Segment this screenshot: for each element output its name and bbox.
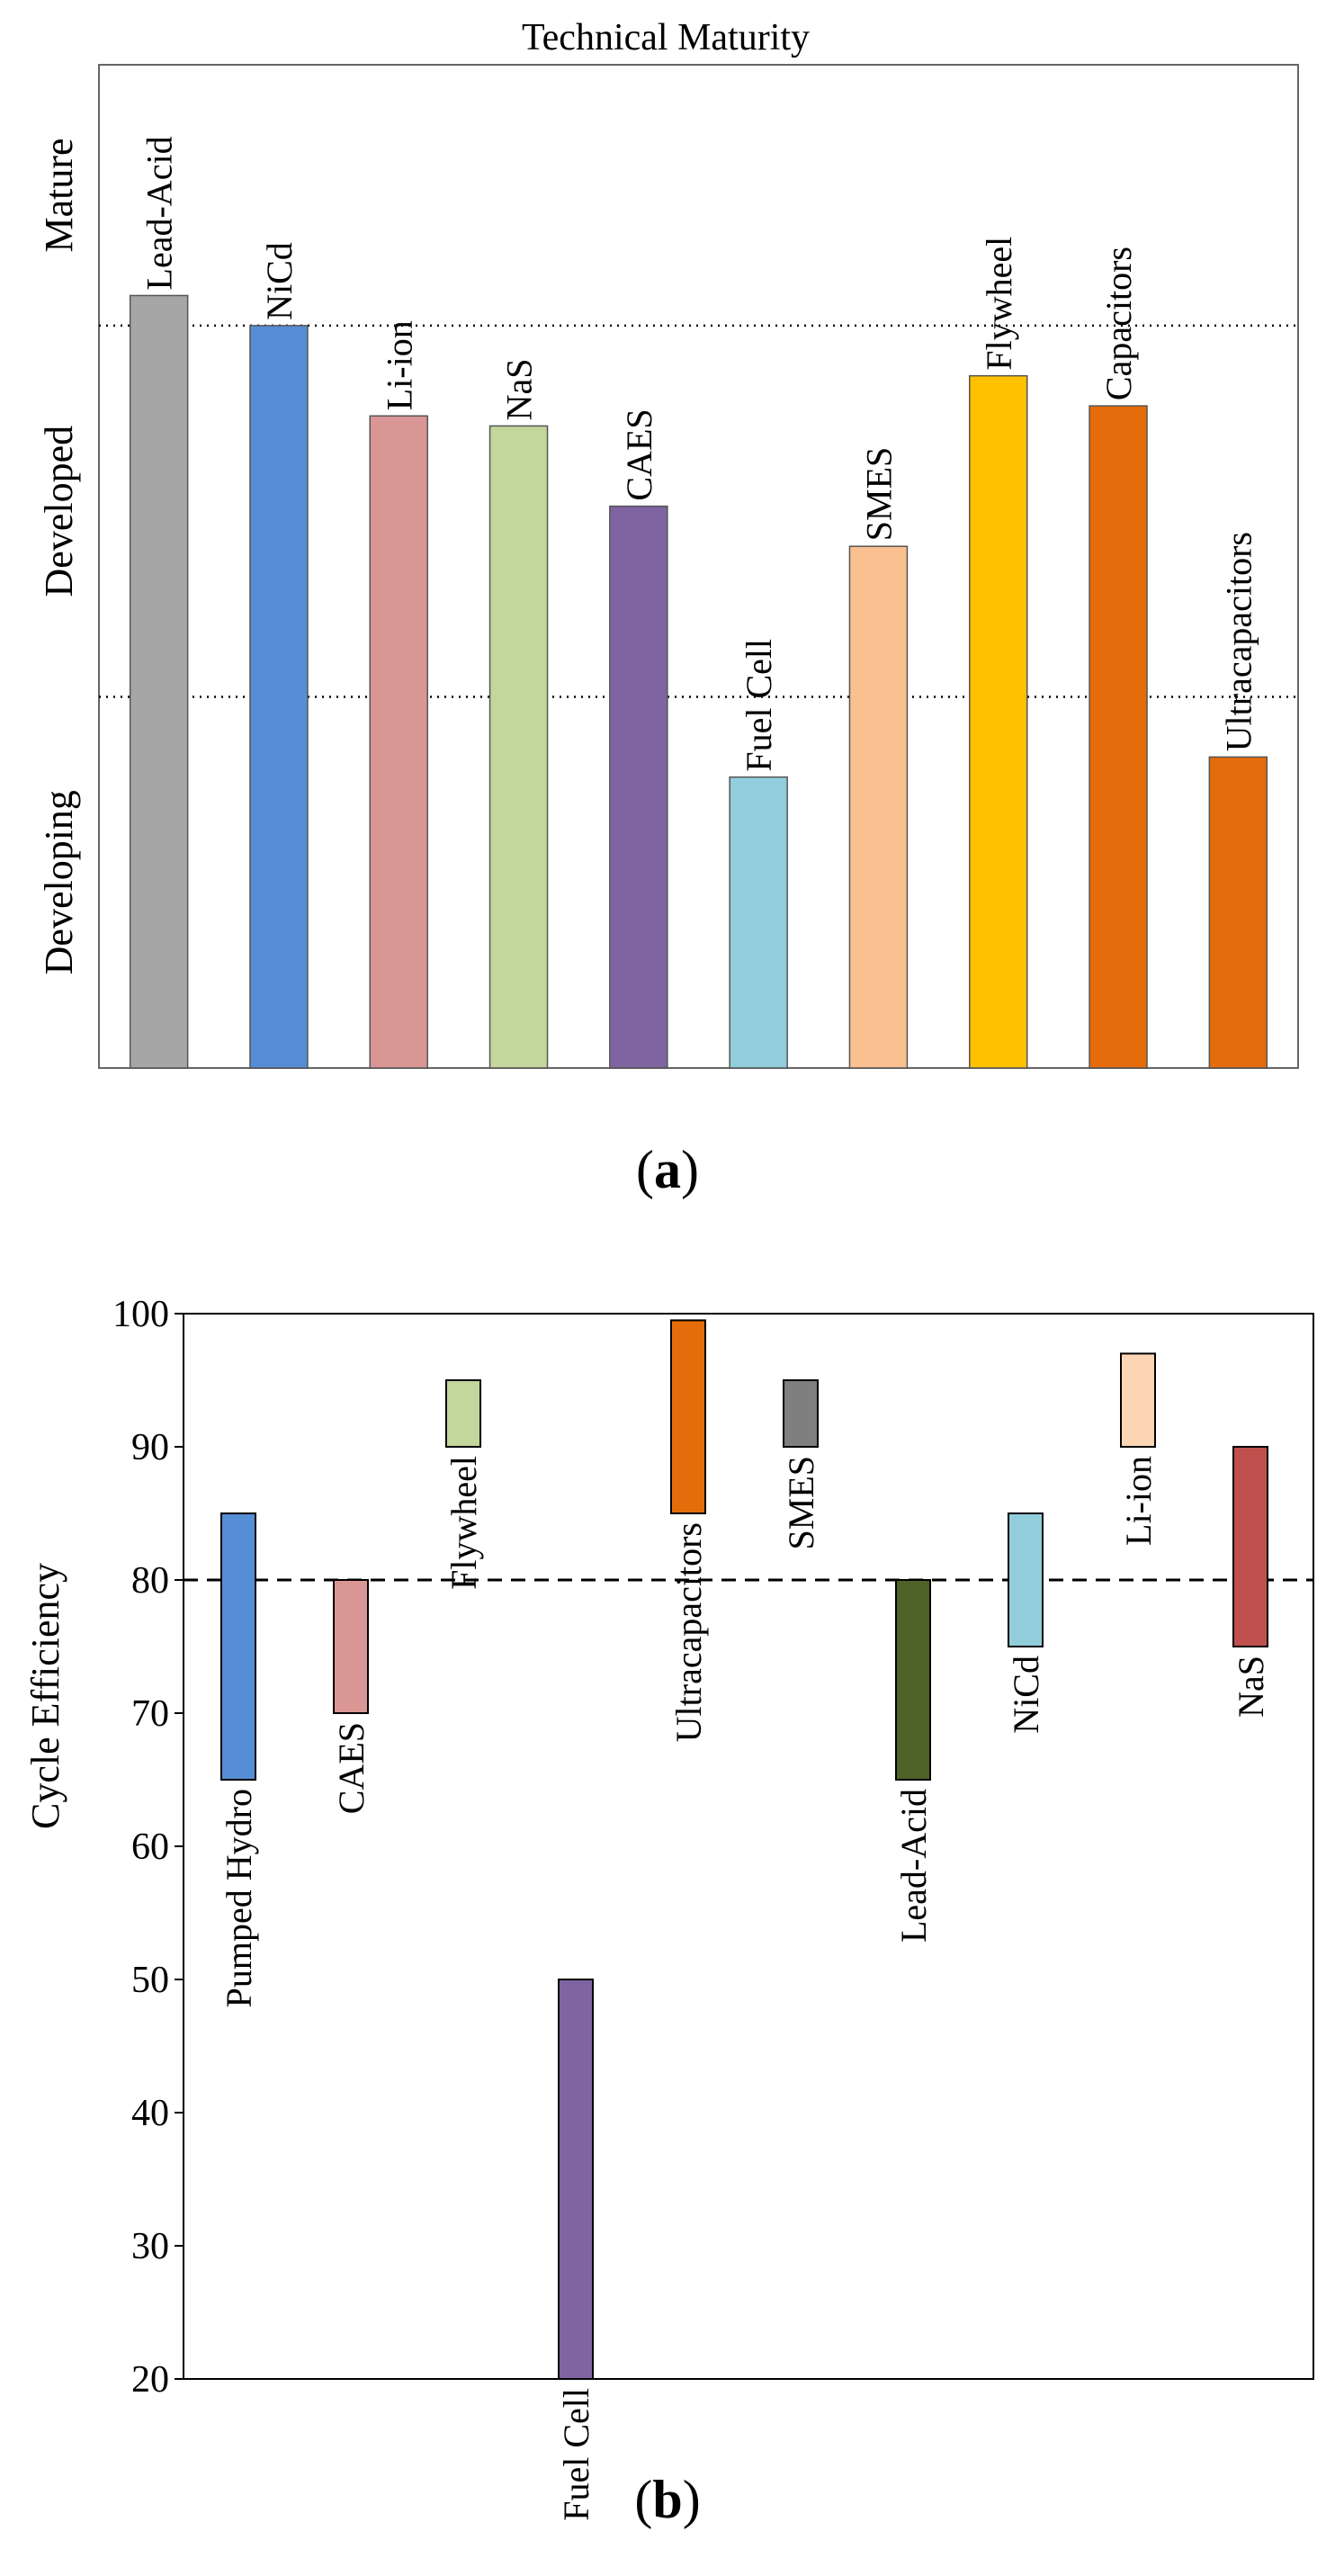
chart-title: Technical Maturity [522, 17, 810, 58]
range-bar-pumped-hydro [220, 1512, 256, 1781]
range-bar-label-fuel-cell: Fuel Cell [556, 2388, 596, 2521]
caption-b: (b) [634, 2470, 700, 2529]
caption-a: (a) [636, 1140, 699, 1199]
bar-label-capacitors: Capacitors [1098, 247, 1139, 400]
y-tick-label-30: 30 [131, 2226, 169, 2267]
range-bar-label-nicd: NiCd [1006, 1656, 1046, 1734]
y-tick-label-90: 90 [131, 1427, 169, 1468]
bar-label-caes: CAES [619, 408, 659, 500]
svg-text:(a): (a) [636, 1140, 699, 1199]
bar-nicd [249, 325, 309, 1069]
y-tick-label-40: 40 [131, 2093, 169, 2134]
bar-li-ion [369, 415, 428, 1069]
range-bar-label-pumped-hydro: Pumped Hydro [219, 1789, 259, 2007]
range-bar-label-smes: SMES [781, 1456, 821, 1550]
maturity-bar-labels: Lead-Acid NiCd Li-ion NaS CAES Fuel Cell SMES F… [139, 136, 1259, 771]
range-bar-ultracapacitors [670, 1319, 706, 1515]
range-bar-nas [1232, 1446, 1268, 1647]
y-tick-label-20: 20 [131, 2359, 169, 2401]
y-axis-label: Cycle Efficiency [23, 1563, 67, 1829]
range-bar-label-flywheel: Flywheel [444, 1456, 484, 1590]
bar-label-smes: SMES [858, 447, 899, 542]
efficiency-bar-labels: Pumped Hydro CAES Flywheel Fuel Cell Ultraca… [219, 1456, 1271, 2521]
level-label-developing: Developing [37, 790, 81, 974]
range-bar-nicd [1008, 1512, 1044, 1647]
level-label-mature: Mature [37, 138, 81, 252]
y-tick-label-50: 50 [131, 1960, 169, 2001]
bar-nas [488, 425, 549, 1069]
bar-ultracapacitors [1208, 756, 1268, 1069]
y-tick-label-100: 100 [112, 1294, 169, 1335]
bar-fuel-cell [729, 776, 788, 1069]
bar-label-flywheel: Flywheel [979, 237, 1019, 371]
range-bar-flywheel [445, 1379, 481, 1448]
range-bar-label-lead-acid: Lead-Acid [893, 1789, 934, 1943]
efficiency-chart: 20 30 40 50 60 70 80 90 100 Cycle Efficiency Pum… [23, 1294, 1314, 2529]
svg-text:(b): (b) [634, 2470, 700, 2529]
y-axis-ticks: 20 30 40 50 60 70 80 90 100 [112, 1294, 184, 2401]
range-bar-fuel-cell [558, 1979, 594, 2380]
range-bar-label-li-ion: Li-ion [1118, 1456, 1159, 1546]
range-bar-label-ultracapacitors: Ultracapacitors [668, 1522, 709, 1742]
bar-capacitors [1089, 405, 1148, 1069]
level-label-developed: Developed [37, 426, 81, 597]
range-bar-label-caes: CAES [331, 1722, 372, 1814]
caption-a-letter: a [654, 1140, 681, 1199]
bar-label-nicd: NiCd [259, 242, 300, 320]
y-tick-label-70: 70 [131, 1693, 169, 1735]
bar-lead-acid [129, 294, 189, 1069]
range-bar-caes [333, 1579, 369, 1714]
maturity-bars [129, 294, 1268, 1069]
caption-b-letter: b [652, 2470, 682, 2529]
bar-flywheel [969, 374, 1028, 1069]
range-bar-smes [783, 1379, 819, 1448]
bar-label-nas: NaS [499, 359, 540, 421]
bar-caes [609, 505, 668, 1069]
y-tick-label-60: 60 [131, 1827, 169, 1868]
bar-label-fuel-cell: Fuel Cell [739, 639, 779, 772]
range-bar-li-ion [1120, 1352, 1156, 1449]
bar-smes [848, 545, 909, 1069]
bar-label-li-ion: Li-ion [379, 320, 419, 410]
bar-label-lead-acid: Lead-Acid [139, 136, 180, 290]
plot-frame [98, 64, 1299, 1069]
efficiency-bars [220, 1319, 1268, 2380]
range-bar-lead-acid [895, 1579, 931, 1781]
y-tick-label-80: 80 [131, 1560, 169, 1602]
maturity-levels: Developing Developed Mature [37, 138, 81, 974]
maturity-chart: Technical Maturity Developing Developed Ma… [37, 17, 1299, 1199]
range-bar-label-nas: NaS [1231, 1656, 1271, 1718]
bar-label-ultracapacitors: Ultracapacitors [1218, 532, 1259, 751]
